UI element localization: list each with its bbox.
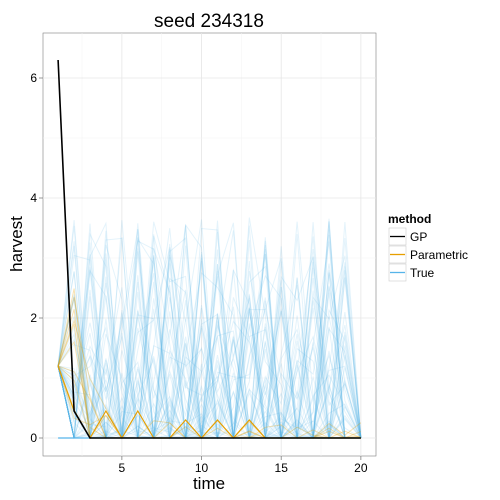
panel-background (42, 32, 377, 457)
true-replicate-trace (57, 257, 362, 440)
true-replicate-trace (57, 237, 362, 439)
true-replicate-trace (57, 230, 362, 440)
legend-label: GP (410, 230, 427, 244)
legend-title: method (388, 212, 431, 226)
true-replicate-trace (57, 244, 361, 439)
true-replicate-trace (57, 249, 362, 440)
true-replicate-trace (57, 223, 362, 440)
true-replicate-trace (57, 221, 361, 439)
legend: method GP Parametric True (388, 212, 468, 282)
true-replicate-trace (57, 228, 361, 440)
true-replicate-trace (57, 230, 362, 440)
true-replicate-trace (57, 237, 362, 440)
true-replicate-trace (57, 221, 361, 440)
true-replicate-trace (57, 227, 361, 439)
y-axis-title: harvest (7, 216, 26, 272)
true-replicate-trace (57, 242, 361, 440)
legend-label: True (410, 266, 435, 280)
true-replicate-trace (57, 360, 362, 440)
x-tick-label: 5 (119, 461, 126, 475)
y-tick-label: 6 (30, 71, 37, 85)
true-replicate-trace (57, 234, 361, 440)
true-replicate-trace (57, 220, 361, 440)
true-replicate-trace (57, 237, 362, 440)
true-replicate-trace (57, 328, 362, 439)
true-replicate-trace (57, 300, 362, 439)
y-tick-label: 4 (30, 191, 37, 205)
true-replicate-trace (57, 234, 362, 440)
true-replicate-trace (57, 236, 361, 440)
true-replicate-trace (57, 244, 362, 439)
x-axis-title: time (193, 474, 225, 493)
chart-title: seed 234318 (154, 11, 264, 32)
y-tick-label: 0 (30, 431, 37, 445)
y-tick-label: 2 (30, 311, 37, 325)
axis-ticks: 5 10 15 20 0 2 4 6 (30, 71, 368, 475)
x-tick-label: 10 (195, 461, 209, 475)
x-tick-label: 15 (275, 461, 289, 475)
legend-label: Parametric (410, 248, 468, 262)
true-replicate-trace (57, 235, 361, 439)
true-replicate-trace (57, 237, 362, 439)
series-lines (57, 59, 361, 440)
true-replicate-trace (57, 269, 361, 439)
series-line-gp (57, 59, 361, 439)
true-replicate-trace (57, 270, 361, 440)
true-replicate-trace (57, 225, 362, 439)
x-tick-label: 20 (354, 461, 368, 475)
